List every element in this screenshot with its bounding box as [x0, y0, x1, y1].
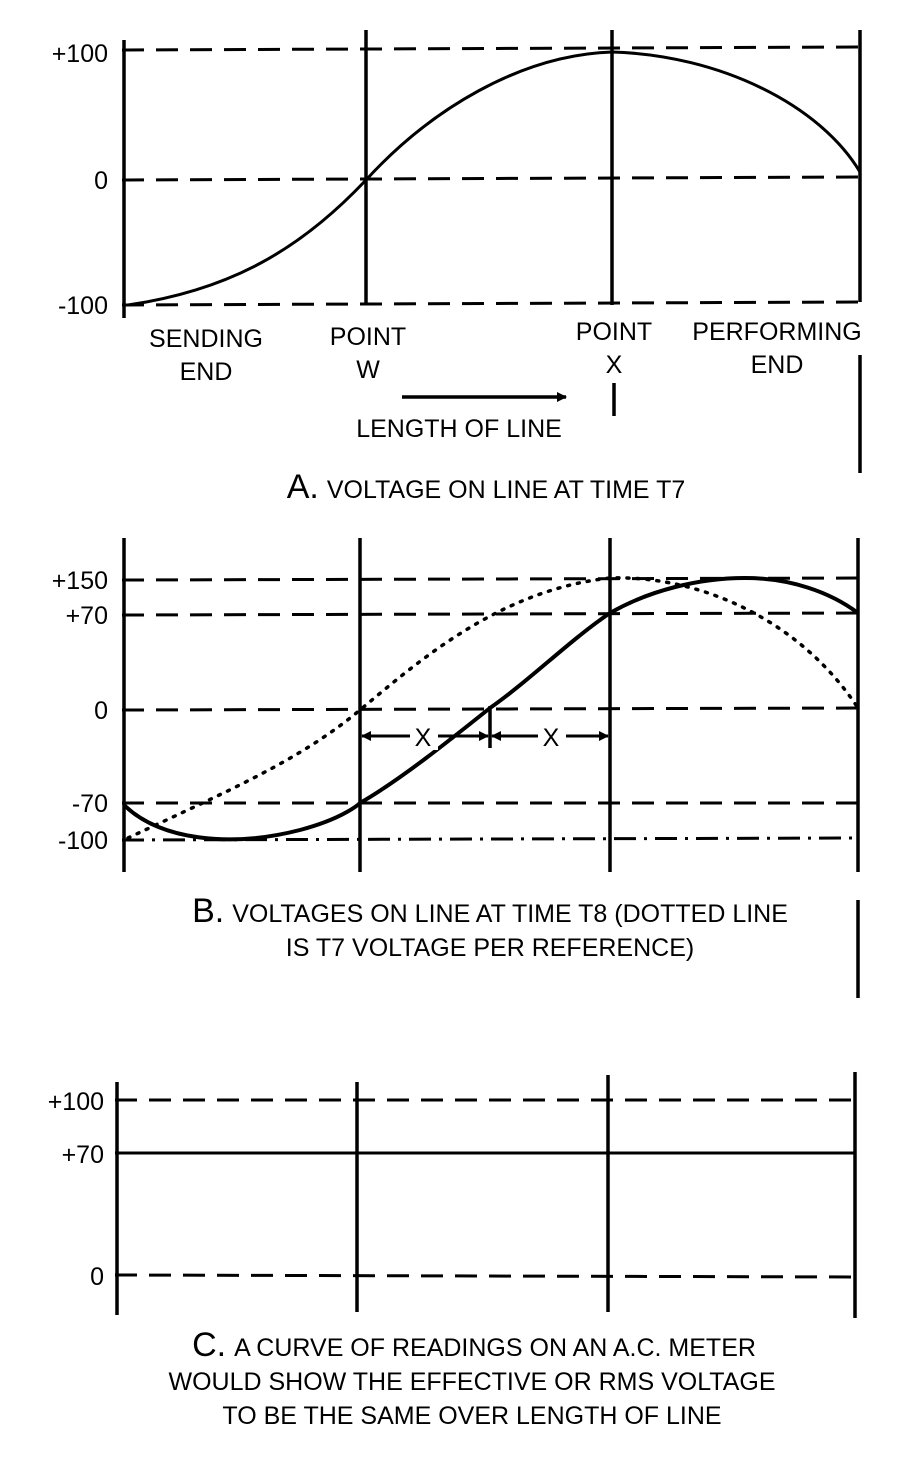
sending-end-label-line2: END [180, 358, 233, 386]
x-distance-label-left: X [415, 724, 432, 752]
x-distance-label-right: X [543, 724, 560, 752]
panel-c-caption-line3: TO BE THE SAME OVER LENGTH OF LINE [222, 1402, 721, 1430]
panel-b-caption-letter: B. [192, 892, 224, 930]
panel-c-tick-zero: 0 [90, 1263, 104, 1291]
panel-c-caption-text1: A CURVE OF READINGS ON AN A.C. METER [234, 1334, 756, 1362]
panel-a-tick-zero: 0 [94, 167, 108, 195]
panel-c-caption-line1: C. A CURVE OF READINGS ON AN A.C. METER [192, 1326, 756, 1364]
panel-a-gridline-minus100 [121, 300, 861, 307]
x-label-left-mask [410, 722, 438, 750]
point-w-label-line1: POINT [330, 323, 406, 351]
panel-b: X X +150 +70 0 -70 -100 B. VOLTAGES ON LI… [52, 538, 861, 998]
length-of-line-label: LENGTH OF LINE [356, 415, 562, 443]
panel-b-tick-plus150: +150 [52, 567, 108, 595]
point-x-label-line1: POINT [576, 318, 652, 346]
panel-c: +100 +70 0 C. A CURVE OF READINGS ON AN A… [48, 1072, 857, 1430]
panel-c-gridline-zero [114, 1273, 856, 1279]
performing-end-label-line1: PERFORMING [692, 318, 861, 346]
panel-a-caption-text: VOLTAGE ON LINE AT TIME T7 [327, 476, 685, 504]
panel-b-gridline-plus70 [121, 611, 861, 617]
point-x-label-line2: X [606, 351, 623, 379]
panel-b-gridline-zero [121, 706, 861, 712]
panel-a-voltage-curve [127, 50, 862, 307]
panel-b-tick-plus70: +70 [66, 602, 108, 630]
panel-c-tick-plus70: +70 [62, 1141, 104, 1169]
panel-b-tick-zero: 0 [94, 697, 108, 725]
panel-c-caption-letter: C. [192, 1326, 226, 1364]
panel-a-caption-letter: A. [287, 468, 319, 506]
panel-a-tick-plus100: +100 [52, 40, 108, 68]
panel-a-tick-minus100: -100 [58, 292, 108, 320]
panel-a-gridline-zero [121, 175, 861, 182]
panel-c-caption-line2: WOULD SHOW THE EFFECTIVE OR RMS VOLTAGE [169, 1368, 776, 1396]
panel-a-gridline-plus100 [121, 45, 861, 52]
panel-a: +100 0 -100 SENDING END POINT W POINT X … [52, 30, 862, 506]
panel-b-t7-dotted-curve [126, 576, 860, 840]
sending-end-label-line1: SENDING [149, 325, 263, 353]
panel-b-tick-minus100: -100 [58, 827, 108, 855]
x-label-right-mask [538, 722, 566, 750]
panel-b-caption-text1: VOLTAGES ON LINE AT TIME T8 (DOTTED LINE [232, 900, 788, 928]
panel-b-caption-line2: IS T7 VOLTAGE PER REFERENCE) [286, 934, 694, 962]
panel-c-tick-plus100: +100 [48, 1088, 104, 1116]
performing-end-label-line2: END [751, 351, 804, 379]
panel-a-caption: A. VOLTAGE ON LINE AT TIME T7 [287, 468, 686, 506]
point-w-label-line2: W [356, 356, 380, 384]
panel-b-tick-minus70: -70 [72, 790, 108, 818]
panel-b-caption-line1: B. VOLTAGES ON LINE AT TIME T8 (DOTTED LI… [192, 892, 788, 930]
